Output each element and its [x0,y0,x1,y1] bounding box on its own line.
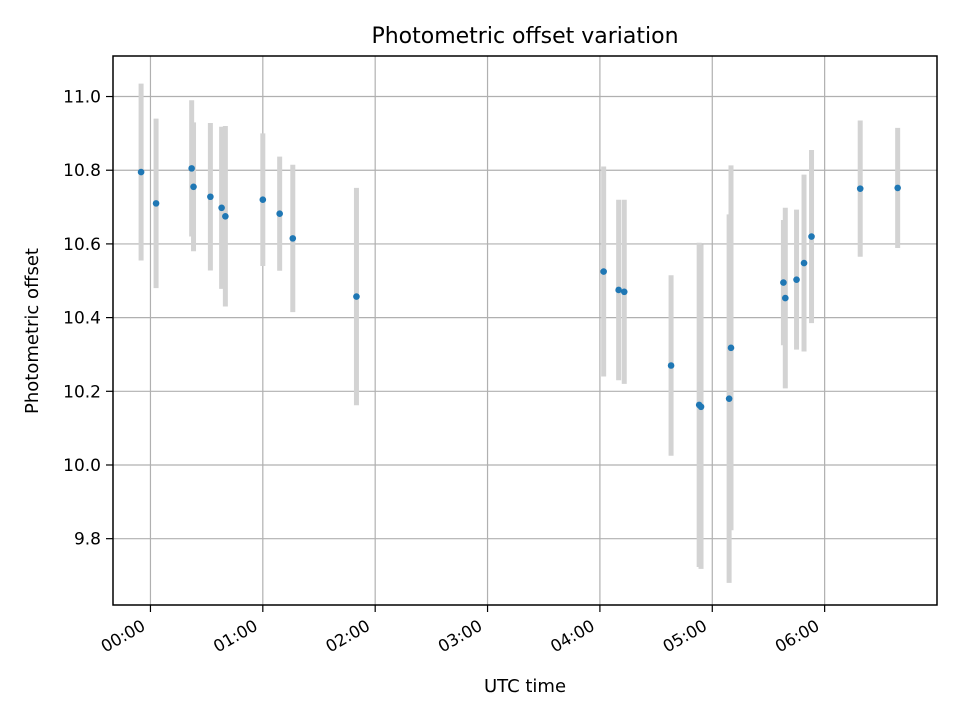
y-tick-label: 10.0 [63,456,101,476]
y-tick-label: 10.2 [63,382,101,402]
data-point [137,168,145,176]
y-tick-label: 10.8 [63,161,101,181]
y-tick-label: 10.4 [63,309,101,329]
data-point [620,288,628,296]
data-point [289,235,297,242]
data-point [188,165,195,172]
y-tick-label: 11.0 [63,88,101,108]
data-point [725,395,733,402]
data-points [137,165,901,411]
data-point [218,204,225,212]
plot-frame [112,55,938,606]
y-axis-label: Photometric offset [22,248,43,414]
data-point [600,268,607,275]
data-point [697,403,705,411]
data-point [894,184,901,192]
data-point [259,196,267,203]
y-axis-ticks: 9.8 10.0 10.2 10.4 10.6 10.8 11.0 [63,88,113,550]
x-axis-label: UTC time [484,676,566,697]
data-point [615,286,622,294]
chart-title: Photometric offset variation [371,24,678,49]
data-point [780,279,787,286]
y-tick-label: 10.6 [63,235,101,255]
y-tick-label: 9.8 [74,530,101,550]
data-point [856,185,864,192]
data-point [152,200,160,207]
data-point [667,362,675,369]
data-point [793,276,800,283]
grid-lines [113,56,937,605]
data-point [808,233,815,240]
data-point [353,293,360,300]
data-point [800,259,808,267]
data-point [222,212,229,220]
data-point [207,193,214,201]
data-point [276,210,283,217]
data-point [782,294,789,302]
data-point [727,344,735,352]
data-point [190,183,197,191]
